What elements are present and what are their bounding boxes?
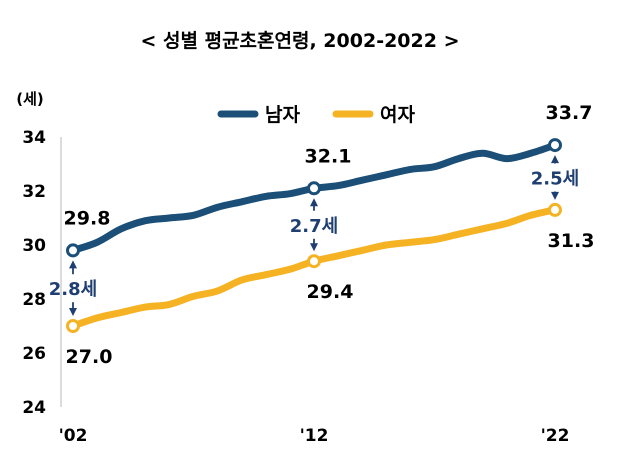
y-tick-label: 30 (22, 236, 46, 256)
gap-arrow-up-head (69, 260, 77, 269)
y-axis-unit-label: (세) (16, 90, 44, 108)
y-tick-label: 24 (22, 398, 46, 418)
gap-arrow-up-head (551, 155, 559, 164)
y-tick-label: 26 (22, 344, 46, 364)
legend-label-female: 여자 (380, 104, 415, 126)
female-marker (548, 202, 562, 217)
gap-arrow-down-head (310, 243, 318, 252)
y-tick-label: 34 (22, 128, 46, 148)
gap-label: 2.5세 (531, 169, 579, 190)
axes: 24 26 28 30 32 34 '02 '12 '22 (22, 128, 569, 446)
x-tick-label: '12 (300, 426, 329, 446)
female-data-label: 31.3 (548, 230, 595, 252)
male-data-label: 32.1 (305, 145, 352, 167)
gap-label: 2.7세 (290, 216, 338, 237)
male-marker (66, 243, 80, 258)
legend-label-male: 남자 (265, 104, 300, 126)
chart-title: < 성별 평균초혼연령, 2002-2022 > (140, 29, 459, 52)
gap-arrow-down-head (69, 308, 77, 316)
y-tick-label: 32 (22, 182, 46, 202)
female-marker (66, 319, 80, 333)
female-marker (307, 254, 321, 269)
annotations: 2.8세 29.8 27.0 2.7세 32.1 29.4 2.5세 33.7 31.3 (49, 102, 595, 368)
gap-arrow-down-head (551, 191, 559, 200)
y-tick-label: 28 (22, 290, 46, 310)
gap-arrow-up-head (310, 198, 318, 207)
legend: 남자 여자 (217, 104, 415, 126)
x-tick-label: '02 (59, 426, 88, 446)
female-data-label: 27.0 (66, 346, 113, 368)
male-marker (307, 181, 321, 196)
gap-label: 2.8세 (49, 279, 97, 300)
x-tick-label: '22 (541, 426, 570, 446)
male-data-label: 33.7 (546, 102, 593, 124)
male-marker (548, 138, 562, 153)
male-data-label: 29.8 (64, 207, 111, 229)
female-data-label: 29.4 (307, 281, 354, 303)
